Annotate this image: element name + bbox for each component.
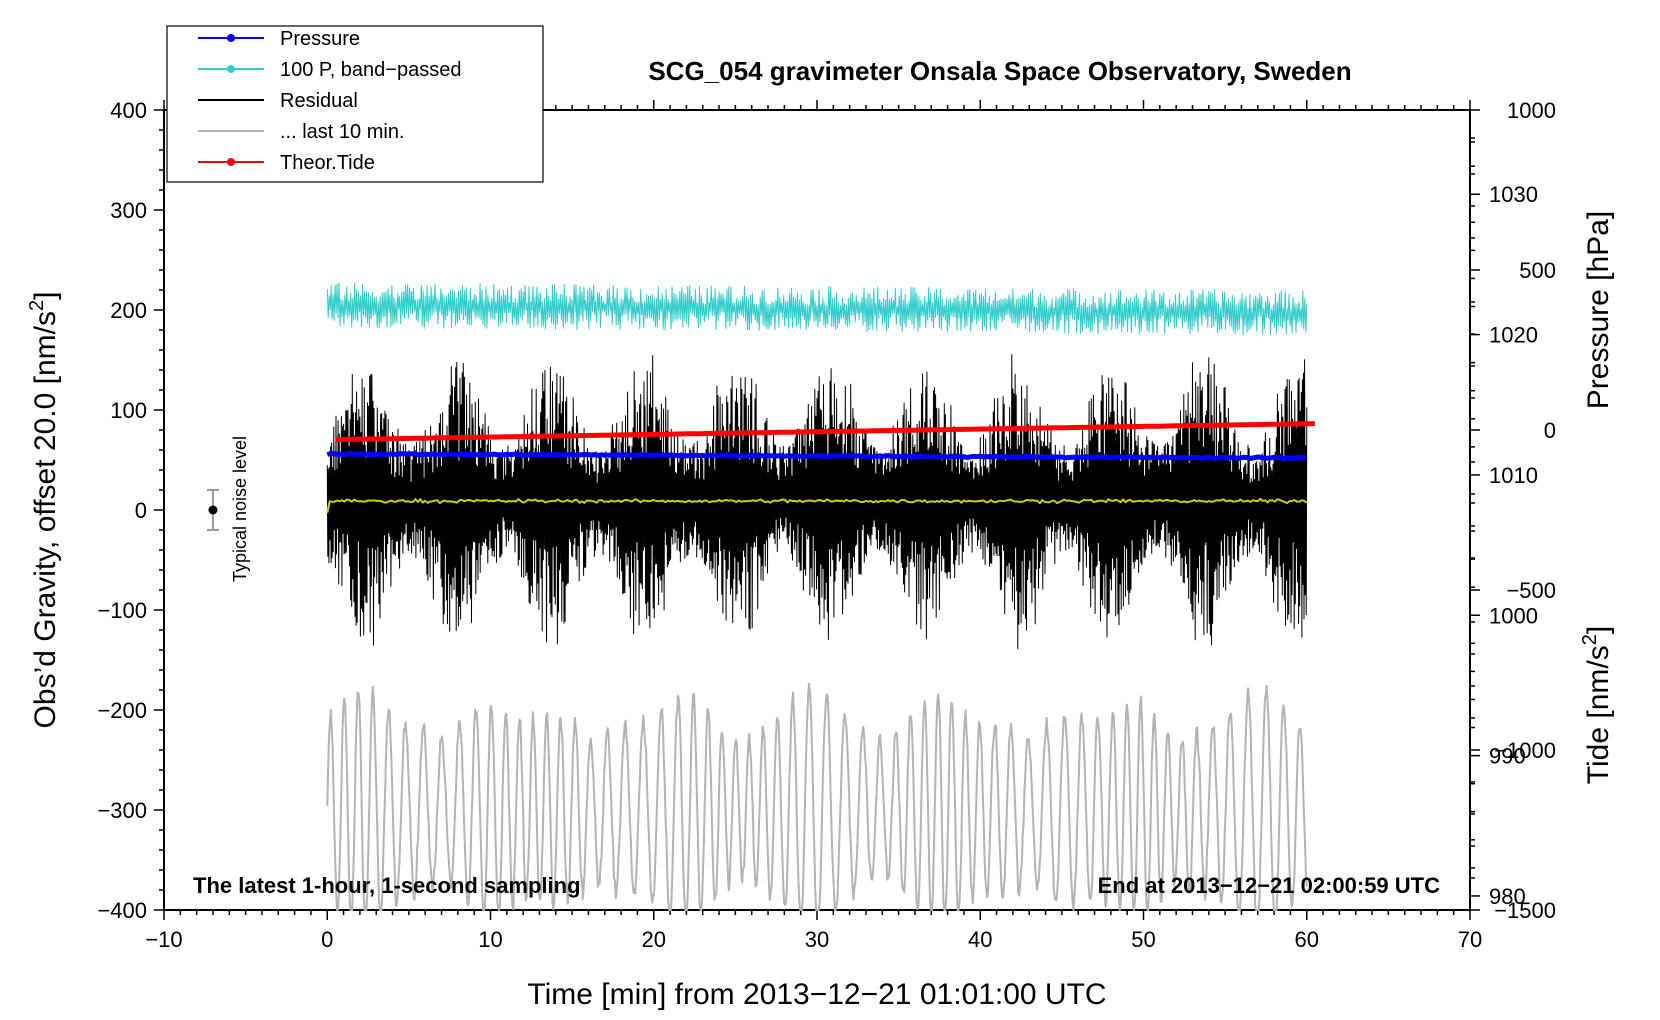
y2-tick-label: 1020 — [1489, 323, 1538, 348]
legend-marker — [227, 65, 235, 73]
legend-box — [166, 25, 544, 183]
x-tick-label: 30 — [805, 927, 829, 952]
noise-level-marker: Typical noise level — [206, 436, 250, 582]
y-axis-title: Obs’d Gravity, offset 20.0 [nm/s2] — [26, 292, 62, 729]
x-tick-label: 20 — [642, 927, 666, 952]
legend-marker — [227, 158, 235, 166]
x-tick-label: 10 — [478, 927, 502, 952]
legend-label: 100 P, band−passed — [280, 59, 461, 81]
y-axis-tide: 1000 500 0 −500 −1000 −1500 — [1470, 98, 1556, 923]
legend-marker — [227, 34, 235, 42]
y2-tick-label: 990 — [1489, 744, 1526, 769]
legend-label: Residual — [280, 90, 358, 112]
y3-axis-title: Tide [nm/s2] — [1579, 626, 1615, 784]
annotation-right: End at 2013−12−21 02:00:59 UTC — [1098, 873, 1441, 898]
y-tick-label: 200 — [110, 298, 147, 323]
noise-label: Typical noise level — [230, 436, 250, 582]
y-tick-label: −100 — [97, 598, 147, 623]
legend: Pressure 100 P, band−passed Residual ... la… — [166, 25, 544, 183]
y3-tick-label: 0 — [1544, 418, 1556, 443]
y-tick-label: 300 — [110, 198, 147, 223]
y3-tick-label: −1000 — [1494, 738, 1556, 763]
y-tick-label: −200 — [97, 698, 147, 723]
series-layer — [326, 282, 1315, 911]
x-tick-label: 50 — [1131, 927, 1155, 952]
y-tick-label: 0 — [135, 498, 147, 523]
y-axis-gravity: 400 300 200 100 0 −100 −200 −300 −400 — [97, 98, 164, 923]
series-last-10-min — [326, 682, 1308, 911]
x-tick-label: 70 — [1458, 927, 1482, 952]
series-theoretical-tide — [335, 421, 1315, 443]
x-tick-label: 60 — [1295, 927, 1319, 952]
y3-tick-label: 500 — [1519, 258, 1556, 283]
y-axis-pressure: 1030 1020 1010 1000 990 980 — [1470, 137, 1538, 909]
y-tick-label: −400 — [97, 898, 147, 923]
legend-label: ... last 10 min. — [280, 121, 405, 143]
x-axis-title: Time [min] from 2013−12−21 01:01:00 UTC — [527, 978, 1106, 1011]
x-tick-label: 0 — [321, 927, 333, 952]
noise-point — [208, 505, 218, 515]
x-tick-label: 40 — [968, 927, 992, 952]
legend-label: Pressure — [280, 28, 360, 50]
y2-tick-label: 1030 — [1489, 182, 1538, 207]
y-tick-label: 100 — [110, 398, 147, 423]
series-pressure — [326, 450, 1307, 462]
y-tick-label: 400 — [110, 98, 147, 123]
x-tick-label: −10 — [145, 927, 182, 952]
y2-tick-label: 980 — [1489, 884, 1526, 909]
annotation-left: The latest 1-hour, 1-second sampling — [193, 873, 581, 898]
legend-label: Theor.Tide — [280, 152, 375, 174]
y3-tick-label: 1000 — [1507, 98, 1556, 123]
y-tick-label: −300 — [97, 798, 147, 823]
y2-axis-title: Pressure [hPa] — [1582, 211, 1615, 409]
series-residual-smoothed — [326, 497, 1308, 514]
chart-title: SCG_054 gravimeter Onsala Space Observat… — [648, 56, 1351, 86]
y3-tick-label: −500 — [1506, 578, 1556, 603]
y2-tick-label: 1010 — [1489, 463, 1538, 488]
y2-tick-label: 1000 — [1489, 603, 1538, 628]
y3-tick-label: −1500 — [1494, 898, 1556, 923]
series-band-passed-pressure — [326, 282, 1308, 336]
